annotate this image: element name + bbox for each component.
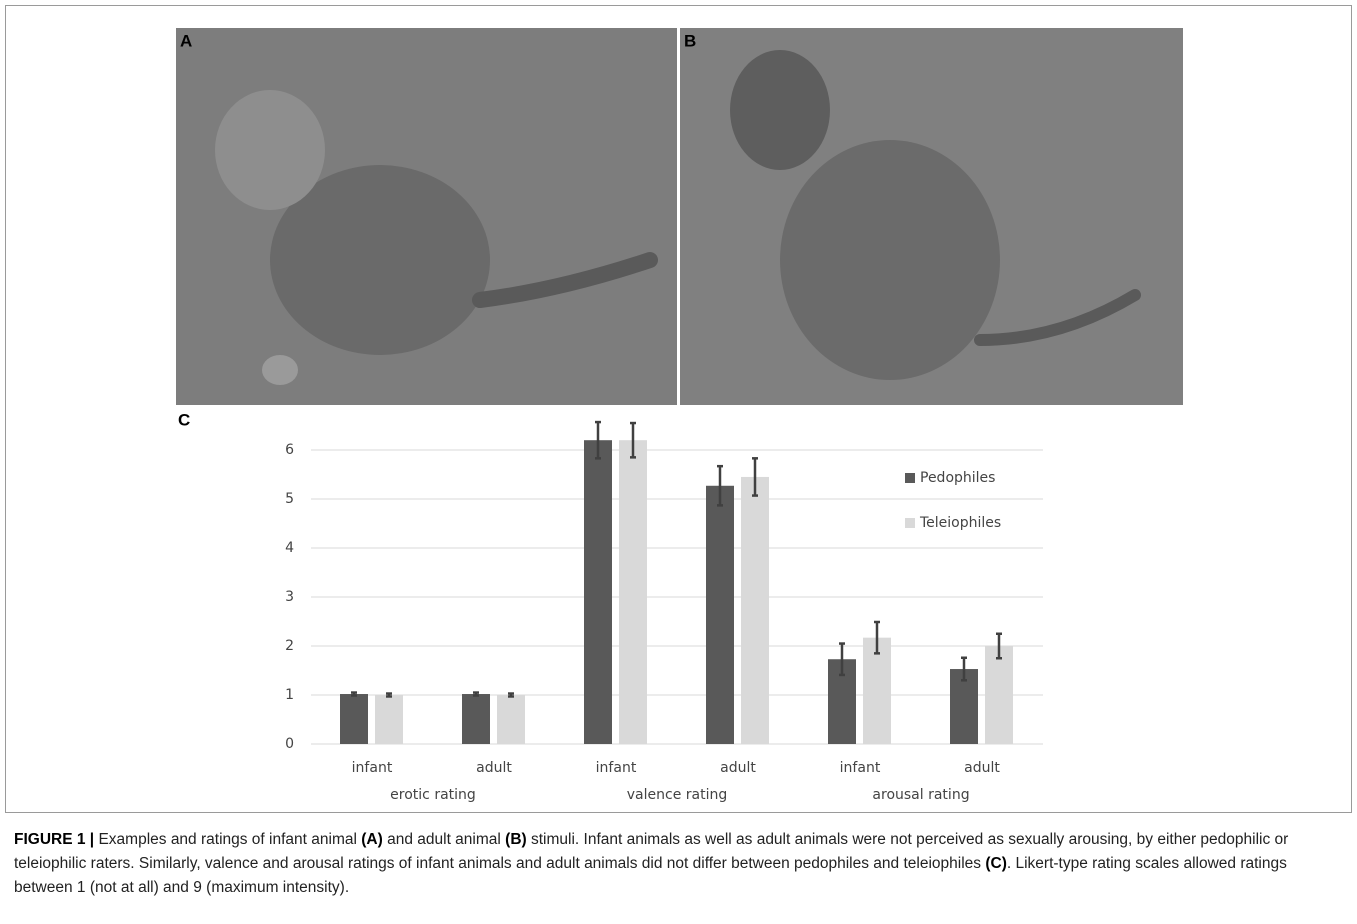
group-label: valence rating <box>627 787 727 803</box>
panel-label: C <box>178 410 190 429</box>
bar <box>706 485 734 744</box>
legend-swatch <box>905 518 915 528</box>
bar <box>375 695 403 744</box>
bar <box>985 646 1013 744</box>
panel-label: B <box>684 31 696 50</box>
figure: A B C 0 1 2 3 4 5 6 infant adult infant adult infan… <box>176 28 1183 803</box>
error-bar <box>595 420 601 460</box>
error-bar <box>351 691 357 697</box>
x-tick-label: adult <box>720 760 756 776</box>
photo-a <box>176 28 677 405</box>
chart: 0 1 2 3 4 5 6 infant adult infant adult infant adult… <box>285 420 1043 803</box>
error-bar <box>839 642 845 677</box>
y-tick-label: 2 <box>285 638 294 654</box>
bar <box>462 694 490 744</box>
error-bar <box>996 632 1002 660</box>
figure-frame <box>5 5 1352 813</box>
caption-ref: (B) <box>505 831 527 848</box>
error-bar <box>473 691 479 697</box>
caption-ref: (C) <box>985 855 1007 872</box>
caption-text: Examples and ratings of infant animal <box>98 831 357 848</box>
bar <box>584 440 612 744</box>
error-bar <box>717 464 723 507</box>
x-tick-label: adult <box>964 760 1000 776</box>
caption-text: stimuli. Infant animals as well as adult… <box>14 831 1289 872</box>
bar <box>619 440 647 744</box>
x-tick-label: infant <box>596 760 637 776</box>
y-tick-label: 5 <box>285 491 294 507</box>
error-bar <box>508 692 514 698</box>
caption: FIGURE 1 | Examples and ratings of infan… <box>14 828 1344 900</box>
bar <box>863 637 891 744</box>
caption-text: and adult animal <box>387 831 501 848</box>
caption-label: FIGURE 1 | <box>14 831 95 848</box>
panel-label: A <box>180 31 192 50</box>
group-label: erotic rating <box>390 787 476 803</box>
y-tick-label: 1 <box>285 687 294 703</box>
bar <box>741 476 769 744</box>
error-bar <box>961 656 967 682</box>
group-label: arousal rating <box>872 787 969 803</box>
error-bar <box>386 692 392 698</box>
bar <box>340 694 368 744</box>
legend-swatch <box>905 473 915 483</box>
x-tick-label: infant <box>840 760 881 776</box>
legend-label: Pedophiles <box>920 470 995 486</box>
error-bar <box>752 457 758 497</box>
x-tick-label: infant <box>352 760 393 776</box>
error-bar <box>630 421 636 459</box>
caption-ref: (A) <box>361 831 383 848</box>
error-bar <box>874 620 880 655</box>
y-tick-label: 4 <box>285 540 294 556</box>
y-tick-label: 3 <box>285 589 294 605</box>
photo-b <box>680 28 1183 405</box>
caption-text: . Likert-type rating scales allowed rati… <box>14 855 1287 896</box>
legend-label: Teleiophiles <box>919 515 1001 531</box>
y-tick-label: 0 <box>285 736 294 752</box>
x-tick-label: adult <box>476 760 512 776</box>
y-tick-label: 6 <box>285 442 294 458</box>
bar <box>497 695 525 744</box>
